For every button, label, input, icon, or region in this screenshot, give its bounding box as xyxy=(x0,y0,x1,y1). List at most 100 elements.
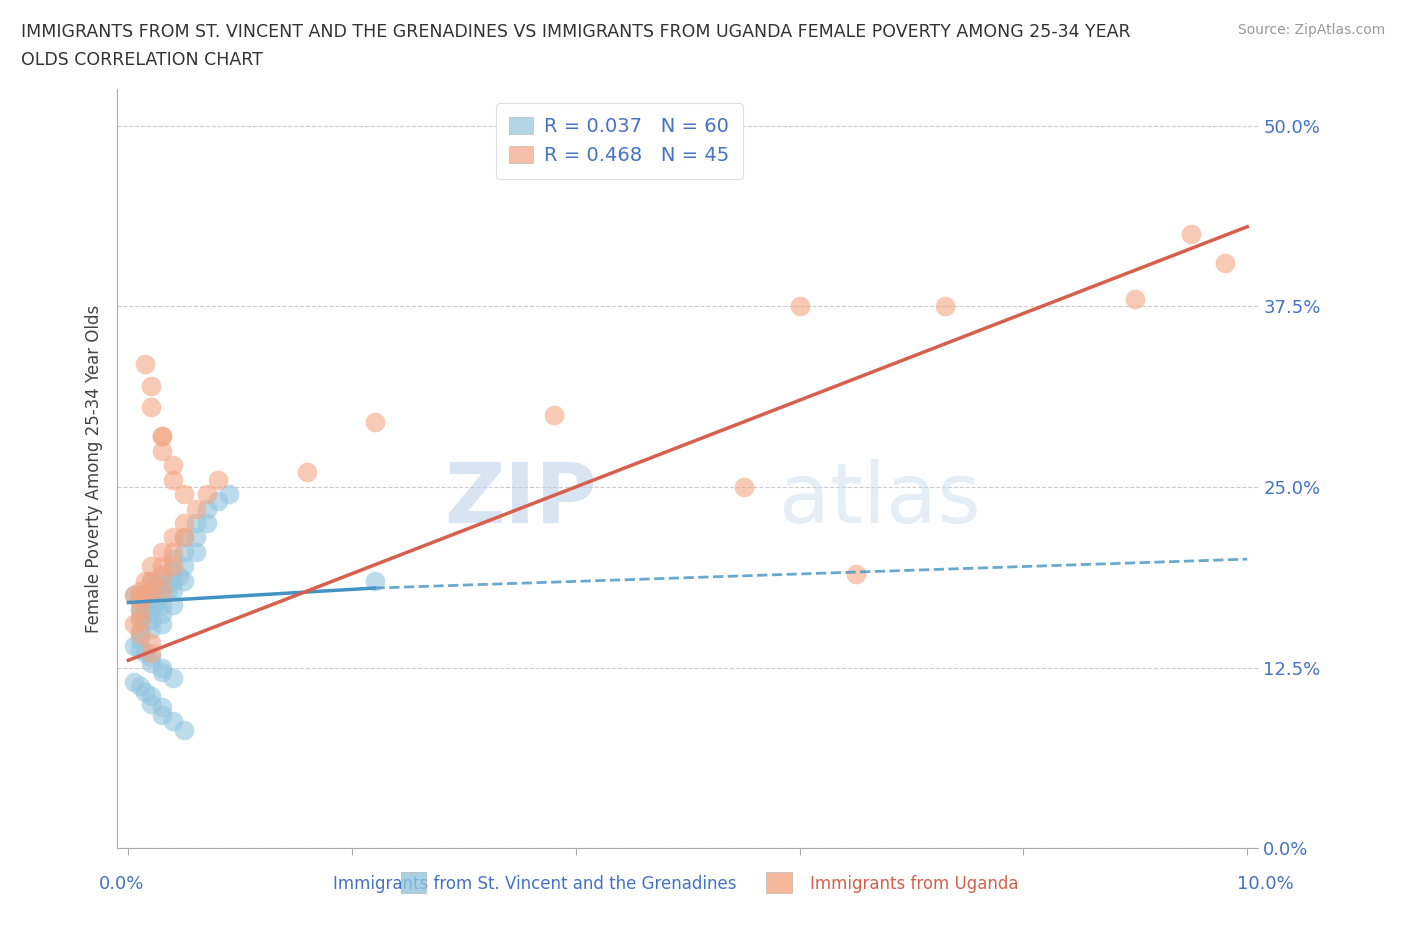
Point xyxy=(207,472,229,487)
Point xyxy=(184,515,207,530)
Point xyxy=(122,674,145,689)
Point xyxy=(150,566,173,581)
Point xyxy=(139,656,162,671)
Point xyxy=(128,583,150,598)
Point xyxy=(184,501,207,516)
Point xyxy=(162,564,184,578)
Point xyxy=(150,617,173,631)
Point xyxy=(162,530,184,545)
Point xyxy=(139,574,162,589)
Point xyxy=(162,544,184,559)
Point xyxy=(139,612,162,627)
Point xyxy=(162,671,184,685)
Point xyxy=(150,708,173,723)
Point xyxy=(139,650,162,665)
Point xyxy=(134,588,156,603)
Point xyxy=(150,664,173,679)
Point xyxy=(134,588,156,603)
Point xyxy=(1180,227,1202,242)
Text: 0.0%: 0.0% xyxy=(98,875,143,893)
Point xyxy=(128,612,150,627)
Point xyxy=(139,583,162,598)
Point xyxy=(139,689,162,704)
Text: atlas: atlas xyxy=(779,458,981,539)
Point xyxy=(167,569,190,584)
Point xyxy=(363,415,385,430)
Point xyxy=(173,559,195,574)
Point xyxy=(128,631,150,646)
Text: IMMIGRANTS FROM ST. VINCENT AND THE GRENADINES VS IMMIGRANTS FROM UGANDA FEMALE : IMMIGRANTS FROM ST. VINCENT AND THE GREN… xyxy=(21,23,1130,41)
Point xyxy=(134,574,156,589)
Point xyxy=(150,699,173,714)
Point xyxy=(150,583,173,598)
Point xyxy=(162,559,184,574)
Point xyxy=(173,574,195,589)
Point xyxy=(139,400,162,415)
Point xyxy=(150,429,173,444)
Point xyxy=(128,679,150,694)
Point xyxy=(184,544,207,559)
Point xyxy=(150,559,173,574)
Point xyxy=(162,458,184,472)
Point xyxy=(145,595,167,610)
Point xyxy=(134,356,156,371)
Point xyxy=(543,407,565,422)
Point xyxy=(150,444,173,458)
Point xyxy=(934,299,956,313)
Point xyxy=(139,645,162,660)
Point xyxy=(173,723,195,737)
Point xyxy=(156,583,179,598)
Point xyxy=(162,551,184,566)
Point xyxy=(162,713,184,728)
Point xyxy=(173,530,195,545)
Point xyxy=(139,621,162,636)
Text: ZIP: ZIP xyxy=(444,458,596,539)
Point xyxy=(195,486,218,501)
Point xyxy=(122,588,145,603)
Point xyxy=(150,598,173,613)
Point xyxy=(134,684,156,699)
Bar xyxy=(401,872,426,893)
Text: Immigrants from Uganda: Immigrants from Uganda xyxy=(810,875,1018,893)
Text: OLDS CORRELATION CHART: OLDS CORRELATION CHART xyxy=(21,51,263,69)
Y-axis label: Female Poverty Among 25-34 Year Olds: Female Poverty Among 25-34 Year Olds xyxy=(86,305,103,633)
Point xyxy=(128,609,150,624)
Point xyxy=(139,592,162,607)
Point xyxy=(134,606,156,621)
Point xyxy=(297,465,319,480)
Point xyxy=(162,583,184,598)
Point xyxy=(128,603,150,618)
Point xyxy=(173,530,195,545)
Text: Immigrants from St. Vincent and the Grenadines: Immigrants from St. Vincent and the Gren… xyxy=(333,875,735,893)
Point xyxy=(218,486,240,501)
Point xyxy=(363,574,385,589)
Point xyxy=(184,530,207,545)
Point xyxy=(173,515,195,530)
Point xyxy=(845,566,868,581)
Point xyxy=(122,617,145,631)
Point xyxy=(195,501,218,516)
Point xyxy=(139,697,162,711)
Point xyxy=(139,583,162,598)
Point xyxy=(139,559,162,574)
Point xyxy=(195,515,218,530)
Point xyxy=(139,635,162,650)
Point xyxy=(122,588,145,603)
Point xyxy=(173,486,195,501)
Text: Source: ZipAtlas.com: Source: ZipAtlas.com xyxy=(1237,23,1385,37)
Point xyxy=(173,544,195,559)
Point xyxy=(150,660,173,675)
Legend: R = 0.037   N = 60, R = 0.468   N = 45: R = 0.037 N = 60, R = 0.468 N = 45 xyxy=(495,103,744,179)
Point xyxy=(1213,256,1236,271)
Point xyxy=(733,480,755,495)
Point xyxy=(1125,291,1147,306)
Point xyxy=(134,598,156,613)
Point xyxy=(150,544,173,559)
Bar xyxy=(766,872,792,893)
Point xyxy=(128,603,150,618)
Point xyxy=(122,638,145,653)
Point xyxy=(128,627,150,642)
Point xyxy=(139,574,162,589)
Point xyxy=(150,569,173,584)
Point xyxy=(162,472,184,487)
